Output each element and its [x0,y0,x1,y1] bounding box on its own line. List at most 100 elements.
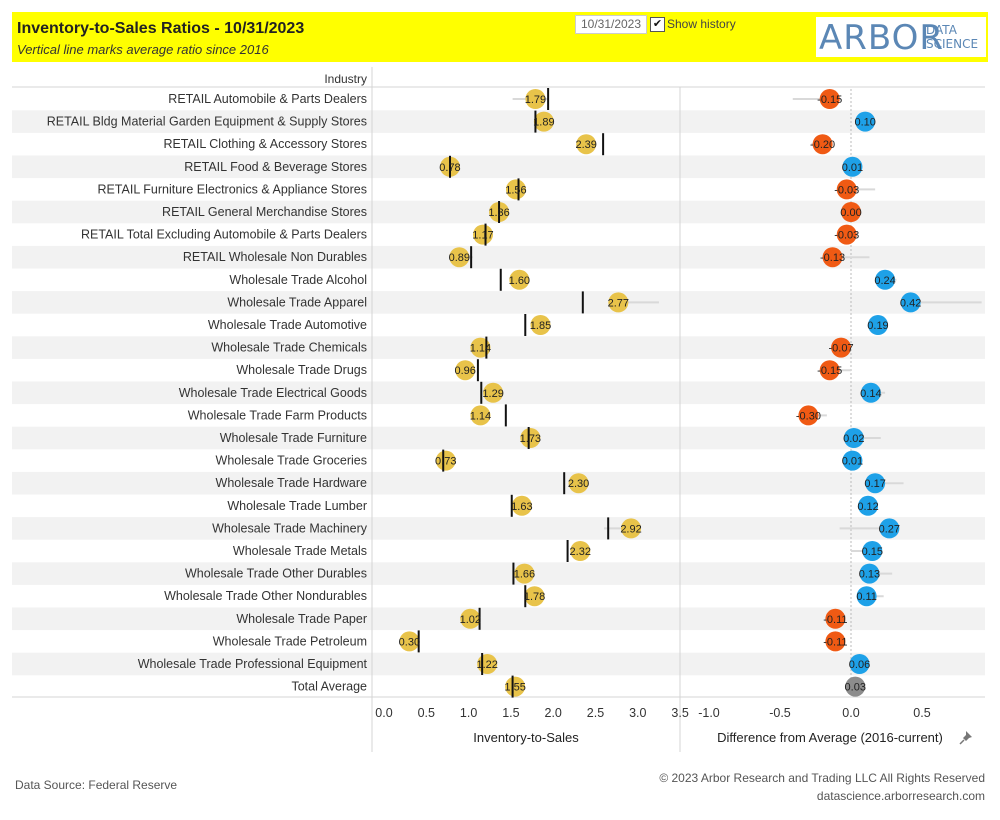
diff-value-label: 0.11 [856,591,877,603]
ratio-value-label: 1.36 [488,207,509,219]
ratio-value-label: 2.39 [575,139,596,151]
diff-dot [900,292,921,313]
ratio-value-label: 1.14 [470,343,491,355]
diff-value-label: -0.03 [834,184,859,196]
left-axis-title: Inventory-to-Sales [473,730,579,745]
ratio-dot [511,495,532,516]
diff-dot [859,563,880,584]
show-history-label[interactable]: Show history [667,17,736,31]
industry-label: RETAIL Automobile & Parts Dealers [168,92,367,106]
table-row: Wholesale Trade Other Nondurables 1.78 0.1… [164,585,884,608]
diff-value-label: 0.17 [864,478,885,490]
ratio-dot [568,473,589,494]
diff-dot [842,450,863,471]
ratio-dot [509,269,530,290]
logo-data-text: DATA [926,23,957,37]
diff-value-label: 0.13 [859,569,880,581]
ratio-value-label: 2.30 [568,478,589,490]
diff-dot [831,337,852,358]
copyright-text: © 2023 Arbor Research and Trading LLC Al… [659,771,985,785]
diff-value-label: 0.42 [900,297,921,309]
diff-dot [798,405,819,426]
page-title: Inventory-to-Sales Ratios - 10/31/2023 [17,20,305,37]
row-band [12,562,985,585]
ratio-value-label: 1.78 [524,591,545,603]
ratio-dot [483,382,504,403]
industry-label: RETAIL General Merchandise Stores [162,205,367,219]
diff-value-label: 0.00 [840,207,861,219]
industry-label: Wholesale Trade Professional Equipment [138,657,368,671]
industry-label: Wholesale Trade Furniture [220,431,367,445]
ratio-dot [505,179,526,200]
ratio-dot [576,134,597,155]
row-band [12,426,985,450]
left-axis-tick-label: 3.5 [671,706,688,720]
diff-dot [841,202,861,222]
diff-dot [845,676,866,697]
ratio-dot [514,563,535,584]
industry-label: Wholesale Trade Farm Products [188,408,367,422]
checkmark-icon: ✔ [652,18,663,30]
diff-value-label: -0.13 [820,252,845,264]
table-row: RETAIL Wholesale Non Durables 0.89 -0.13 [183,246,870,269]
ratio-dot [520,428,541,448]
ratio-value-label: 1.66 [514,569,535,581]
ratio-dot [505,676,526,697]
ratio-value-label: 0.96 [455,365,476,377]
diff-value-label: -0.30 [796,410,821,422]
diff-dot [860,382,881,403]
diff-value-label: 0.14 [860,388,881,400]
ratio-dot [525,89,546,109]
ratio-value-label: 2.77 [608,297,629,309]
axes: 0.0 0.5 1.0 1.5 2.0 2.5 3.0 3.5 -1.0 -0.5 0.0 0.5 [375,706,930,720]
show-history-checkbox[interactable]: ✔ [650,17,665,32]
website-link[interactable]: datascience.arborresearch.com [816,789,985,803]
row-band [12,110,985,133]
right-axis-tick-label: 0.0 [842,706,859,720]
industry-label: Wholesale Trade Lumber [227,499,367,513]
diff-dot [855,111,876,132]
copyright-block: © 2023 Arbor Research and Trading LLC Al… [659,769,985,805]
ratio-value-label: 0.30 [399,636,420,648]
row-band [12,517,985,540]
diff-dot [825,631,846,652]
ratio-dot [399,631,420,652]
industry-label: RETAIL Clothing & Accessory Stores [163,137,367,151]
table-row: Total Average 1.55 0.03 [291,675,866,698]
ratio-value-label: 2.92 [620,523,641,535]
industry-label: Wholesale Trade Automotive [208,318,367,332]
right-axis-tick-label: -0.5 [769,706,791,720]
table-row: Wholesale Trade Drugs 0.96 -0.15 [236,359,851,382]
diff-dot [858,495,879,516]
ratio-dot [530,315,551,335]
table-row: Wholesale Trade Lumber 1.63 0.12 [227,494,879,517]
date-selector[interactable]: 10/31/2023 [575,15,647,34]
ratio-value-label: 1.56 [505,184,526,196]
table-row: Wholesale Trade Groceries 0.73 0.01 [216,449,863,472]
ratio-value-label: 1.89 [533,117,554,129]
diff-value-label: -0.11 [823,614,847,626]
right-axis-title: Difference from Average (2016-current) [717,730,943,745]
ratio-value-label: 0.89 [449,252,470,264]
industry-label: Wholesale Trade Drugs [236,363,367,377]
row-band [12,471,985,495]
diff-dot [842,156,863,177]
diff-dot [879,518,900,539]
ratio-value-label: 1.55 [504,682,525,694]
ratio-chart: Industry RETAIL Automobile & Parts Deale… [12,67,985,752]
table-row: RETAIL Food & Beverage Stores 0.78 0.01 [184,155,863,178]
diff-dot [843,428,864,448]
table-row: Wholesale Trade Furniture 1.73 0.02 [220,427,881,449]
row-band [12,155,985,179]
ratio-dot [524,586,545,607]
ratio-value-label: 1.63 [511,501,532,513]
diff-dot [836,179,857,200]
row-band [12,291,985,314]
pin-icon[interactable] [959,731,972,745]
table-row: Wholesale Trade Farm Products 1.14 -0.30 [188,404,827,427]
diff-value-label: 0.06 [849,659,870,671]
ratio-value-label: 1.17 [472,230,493,242]
industry-label: Wholesale Trade Machinery [212,521,368,535]
diff-dot [865,473,886,494]
diff-value-label: -0.15 [817,94,842,106]
